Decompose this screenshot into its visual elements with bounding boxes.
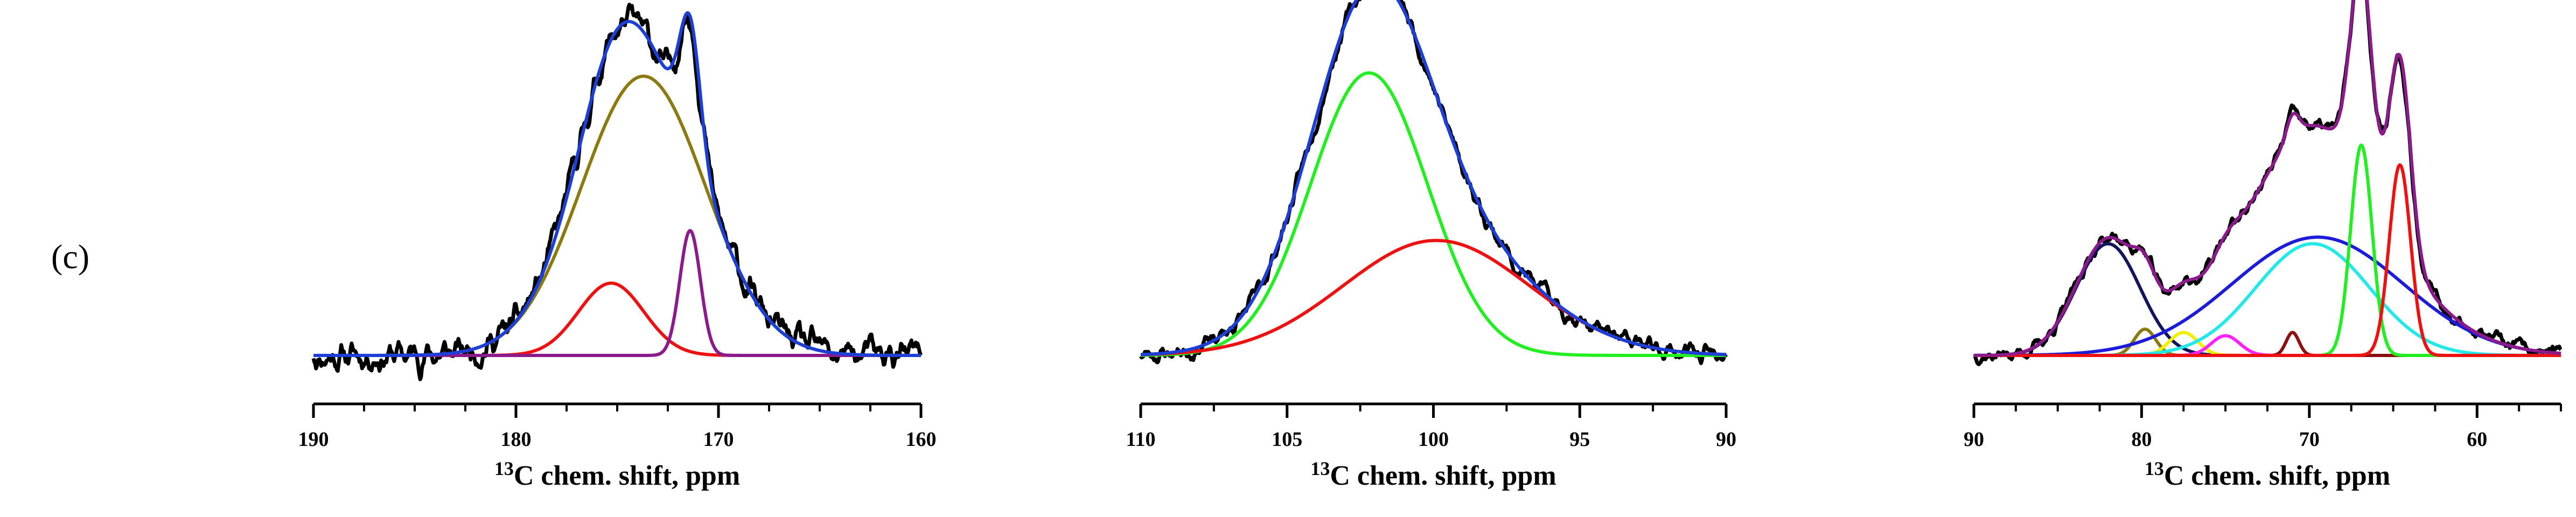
series-fit-envelope [1973, 0, 2562, 357]
x-tick-label: 160 [906, 428, 937, 451]
x-axis-title-isotope: 13 [2145, 458, 2164, 479]
x-tick-label: 95 [1569, 428, 1590, 451]
series-experimental [311, 3, 923, 381]
x-axis-title: 13C chem. shift, ppm [1310, 458, 1556, 491]
x-tick-label: 110 [1126, 428, 1156, 451]
x-tick-label: 100 [1418, 428, 1449, 451]
x-tick-label: 70 [2299, 428, 2320, 451]
series-peak-102-2-ppm [1140, 71, 1727, 357]
x-axis-title: 13C chem. shift, ppm [494, 458, 740, 491]
x-tick-label: 90 [1964, 428, 1984, 451]
x-axis-title-isotope: 13 [494, 458, 514, 479]
x-axis-title-text: C chem. shift, ppm [1330, 460, 1556, 491]
panel-label: (c) [51, 237, 89, 276]
chart-panel-1: 190 180 170 160 13C chem. shift, ppm [298, 3, 937, 491]
x-tick-label: 105 [1272, 428, 1302, 451]
series-fit-envelope [312, 11, 922, 357]
x-axis-title-isotope: 13 [1310, 458, 1330, 479]
chart-panel-2: 110 105 100 95 90 13C chem. shift, ppm [1126, 0, 1736, 491]
series-peak-69-5-ppm [1973, 235, 2562, 357]
x-tick-label: 80 [2131, 428, 2152, 451]
x-axis-title-text: C chem. shift, ppm [514, 460, 740, 491]
series-fit-envelope [1140, 0, 1727, 357]
x-tick-label: 190 [298, 428, 329, 451]
chart-panel-3: 90 80 70 60 13C chem. shift, ppm [1964, 0, 2563, 491]
x-tick-label: 60 [2467, 428, 2487, 451]
x-tick-label: 180 [501, 428, 532, 451]
series-peak-64-6-ppm [1973, 163, 2562, 357]
x-axis-title-text: C chem. shift, ppm [2164, 460, 2390, 491]
x-tick-label: 90 [1716, 428, 1736, 451]
x-tick-label: 170 [703, 428, 734, 451]
x-axis-title: 13C chem. shift, ppm [2145, 458, 2390, 491]
